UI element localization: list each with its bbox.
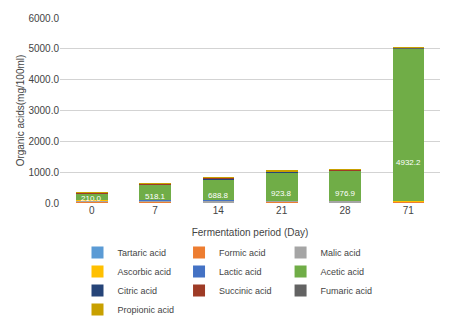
svg-text:21: 21 bbox=[276, 205, 288, 216]
svg-text:71: 71 bbox=[403, 205, 415, 216]
svg-text:0.0: 0.0 bbox=[45, 198, 59, 209]
svg-text:4932.2: 4932.2 bbox=[396, 158, 421, 167]
svg-text:5000.0: 5000.0 bbox=[28, 43, 59, 54]
svg-text:14: 14 bbox=[213, 205, 225, 216]
svg-text:976.9: 976.9 bbox=[335, 189, 356, 198]
svg-text:Formic acid: Formic acid bbox=[219, 248, 266, 258]
svg-text:0: 0 bbox=[89, 205, 95, 216]
svg-text:7: 7 bbox=[152, 205, 158, 216]
svg-text:688.8: 688.8 bbox=[208, 191, 229, 200]
svg-text:Tartaric acid: Tartaric acid bbox=[118, 248, 167, 258]
svg-text:210.0: 210.0 bbox=[81, 194, 102, 203]
svg-text:Ascorbic acid: Ascorbic acid bbox=[118, 267, 172, 277]
svg-text:28: 28 bbox=[339, 205, 351, 216]
svg-text:6000.0: 6000.0 bbox=[28, 13, 59, 24]
svg-text:Succinic acid: Succinic acid bbox=[219, 286, 272, 296]
svg-text:Organic acids(mg/100ml): Organic acids(mg/100ml) bbox=[15, 55, 26, 167]
svg-text:Acetic acid: Acetic acid bbox=[321, 267, 365, 277]
svg-text:Lactic acid: Lactic acid bbox=[219, 267, 262, 277]
svg-text:Fermentation period (Day): Fermentation period (Day) bbox=[192, 227, 309, 238]
svg-text:Fumaric acid: Fumaric acid bbox=[321, 286, 373, 296]
svg-text:Malic acid: Malic acid bbox=[321, 248, 361, 258]
svg-text:Citric acid: Citric acid bbox=[118, 286, 158, 296]
svg-text:4000.0: 4000.0 bbox=[28, 74, 59, 85]
svg-text:1000.0: 1000.0 bbox=[28, 167, 59, 178]
svg-text:2000.0: 2000.0 bbox=[28, 136, 59, 147]
svg-text:923.8: 923.8 bbox=[271, 189, 292, 198]
svg-text:3000.0: 3000.0 bbox=[28, 105, 59, 116]
svg-text:518.1: 518.1 bbox=[145, 192, 166, 201]
svg-text:Propionic acid: Propionic acid bbox=[118, 305, 175, 315]
